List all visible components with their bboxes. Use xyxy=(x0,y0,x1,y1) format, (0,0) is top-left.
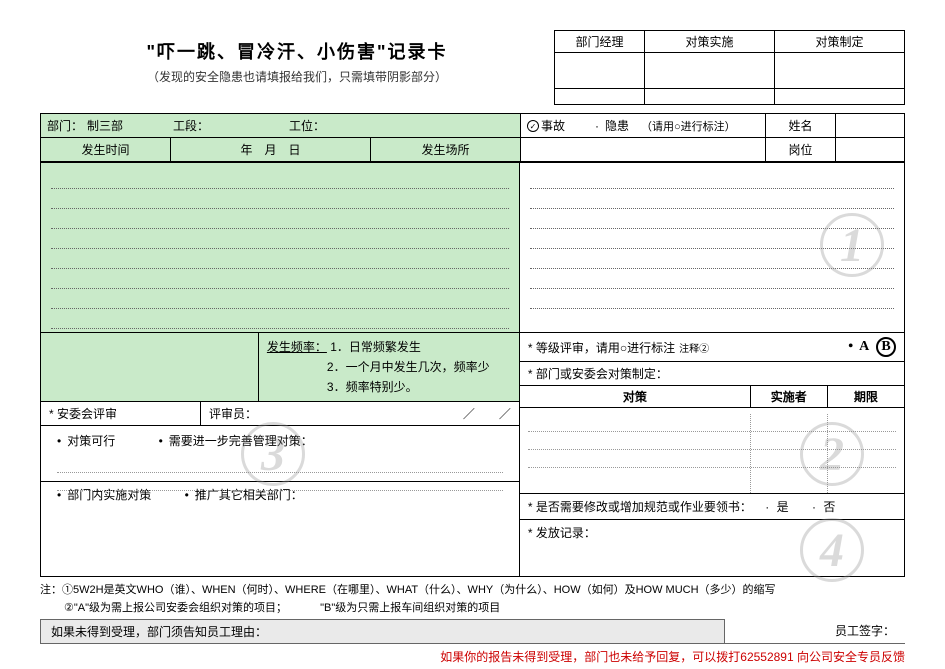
counter-col-3: 期限 xyxy=(827,386,904,408)
footer-red: 如果你的报告未得到受理，部门也未给予回复，可以拨打62552891 向公司安全专… xyxy=(40,648,905,665)
station-label: 工位： xyxy=(289,117,325,134)
grade-b-circle[interactable]: B xyxy=(876,337,896,357)
approval-hdr-plan: 对策制定 xyxy=(775,31,905,53)
approval-table: 部门经理 对策实施 对策制定 xyxy=(554,30,905,105)
counter-table: 对策 实施者 期限 xyxy=(520,386,904,408)
distribution-row[interactable]: 发放记录： 4 xyxy=(520,520,904,576)
mod-text: 是否需要修改或增加规范或作业要领书： xyxy=(528,500,752,514)
freq-opt-1: 1．日常频繁发生 xyxy=(330,340,421,354)
approval-sig-2[interactable] xyxy=(645,53,775,89)
left-desc-area[interactable] xyxy=(41,163,519,333)
grade-text: 等级评审，请用○进行标注 xyxy=(528,339,675,356)
approval-hdr-impl: 对策实施 xyxy=(645,31,775,53)
grade-ab: •A B xyxy=(848,337,896,357)
review-body-1[interactable]: 对策可行 需要进一步完善管理对策： 3 xyxy=(41,426,519,482)
post-value[interactable] xyxy=(836,138,904,161)
approval-sig-1[interactable] xyxy=(555,53,645,89)
mod-no[interactable]: 否 xyxy=(823,500,835,514)
grade-a[interactable]: A xyxy=(859,339,868,354)
approval-sig-3[interactable] xyxy=(775,53,905,89)
freq-opt-2: 2．一个月中发生几次，频率少 xyxy=(327,360,490,374)
accident-label: 事故 xyxy=(541,117,565,134)
title-block: "吓一跳、冒冷汗、小伤害"记录卡 （发现的安全隐患也请填报给我们，只需填带阴影部… xyxy=(40,30,554,105)
place-value[interactable] xyxy=(521,138,766,161)
footer-sig[interactable]: 员工签字： xyxy=(725,619,905,644)
counter-col-1: 对策 xyxy=(520,386,750,408)
title-main: "吓一跳、冒冷汗、小伤害"记录卡 xyxy=(40,38,554,64)
title-sub: （发现的安全隐患也请填报给我们，只需填带阴影部分） xyxy=(40,68,554,85)
counter-hdr: 部门或安委会对策制定： xyxy=(520,362,904,386)
grade-note-ref: 注释② xyxy=(679,340,709,355)
note-2a: ②"A"级为需上报公司安委会组织对策的项目； xyxy=(64,602,287,614)
dist-label: 发放记录： xyxy=(528,526,596,540)
review-date[interactable]: ／ ／ xyxy=(429,402,519,425)
counter-body[interactable]: 2 xyxy=(520,414,904,494)
accident-cell: ✓ 事故 · 隐患 （请用○进行标注） xyxy=(521,114,766,137)
review-point-2: 需要进一步完善管理对策： xyxy=(159,434,313,448)
hidden-label: 隐患 xyxy=(605,117,629,134)
approval-hdr-manager: 部门经理 xyxy=(555,31,645,53)
grade-row: 等级评审，请用○进行标注 注释② •A B xyxy=(520,333,904,362)
mod-yes[interactable]: 是 xyxy=(777,500,789,514)
name-label: 姓名 xyxy=(766,114,836,137)
freq-opt-3: 3．频率特别少。 xyxy=(327,380,418,394)
notes: 注：①5W2H是英文WHO（谁）、WHEN（何时）、WHERE（在哪里）、WHA… xyxy=(40,581,905,617)
post-label: 岗位 xyxy=(766,138,836,161)
right-desc-area[interactable]: 1 xyxy=(520,163,904,333)
accident-circle-icon[interactable]: ✓ xyxy=(527,120,539,132)
freq-label: 发生频率： xyxy=(267,340,327,354)
left-column: 发生频率： 1．日常频繁发生 2．一个月中发生几次，频率少 3．频率特别少。 安… xyxy=(41,163,520,576)
mark-hint: （请用○进行标注） xyxy=(641,118,736,134)
review-header: 安委会评审 评审员： ／ ／ xyxy=(41,402,519,426)
freq-left-blank[interactable] xyxy=(41,333,259,401)
time-label: 发生时间 xyxy=(41,138,171,161)
footer-row: 如果未得到受理，部门须告知员工理由： 员工签字： xyxy=(40,619,905,644)
freq-right: 发生频率： 1．日常频繁发生 2．一个月中发生几次，频率少 3．频率特别少。 xyxy=(259,333,519,401)
footer-shaded[interactable]: 如果未得到受理，部门须告知员工理由： xyxy=(40,619,725,644)
counter-col-2: 实施者 xyxy=(750,386,827,408)
note-1: 注：①5W2H是英文WHO（谁）、WHEN（何时）、WHERE（在哪里）、WHA… xyxy=(40,581,905,599)
top-row: "吓一跳、冒冷汗、小伤害"记录卡 （发现的安全隐患也请填报给我们，只需填带阴影部… xyxy=(40,30,905,105)
dept-label: 部门： xyxy=(47,117,83,134)
place-label: 发生场所 xyxy=(371,138,521,161)
name-value[interactable] xyxy=(836,114,904,137)
review-title: 安委会评审 xyxy=(41,402,201,425)
watermark-4: 4 xyxy=(800,518,864,582)
note-2b: "B"级为只需上报车间组织对策的项目 xyxy=(320,602,500,614)
dept-cell: 部门： 制三部 工段： 工位： xyxy=(41,114,521,137)
approval-date-3[interactable] xyxy=(775,89,905,105)
dept-value: 制三部 xyxy=(87,117,123,134)
approval-date-2[interactable] xyxy=(645,89,775,105)
date-value[interactable]: 年 月 日 xyxy=(171,138,371,161)
time-row: 发生时间 年 月 日 发生场所 岗位 xyxy=(40,138,905,162)
note-2: ②"A"级为需上报公司安委会组织对策的项目； "B"级为只需上报车间组织对策的项… xyxy=(40,599,905,617)
section-label: 工段： xyxy=(173,117,209,134)
header-band: 部门： 制三部 工段： 工位： ✓ 事故 · 隐患 （请用○进行标注） 姓名 xyxy=(40,113,905,138)
freq-block: 发生频率： 1．日常频繁发生 2．一个月中发生几次，频率少 3．频率特别少。 xyxy=(41,333,519,402)
reviewer-label: 评审员： xyxy=(201,402,429,425)
review-point-1: 对策可行 xyxy=(57,434,115,448)
modification-row: 是否需要修改或增加规范或作业要领书： · 是 · 否 xyxy=(520,494,904,520)
approval-date-1[interactable] xyxy=(555,89,645,105)
main-area: 发生频率： 1．日常频繁发生 2．一个月中发生几次，频率少 3．频率特别少。 安… xyxy=(40,162,905,577)
right-column: 1 等级评审，请用○进行标注 注释② •A B 部门或安委会对策制定： 对策 实… xyxy=(520,163,904,576)
